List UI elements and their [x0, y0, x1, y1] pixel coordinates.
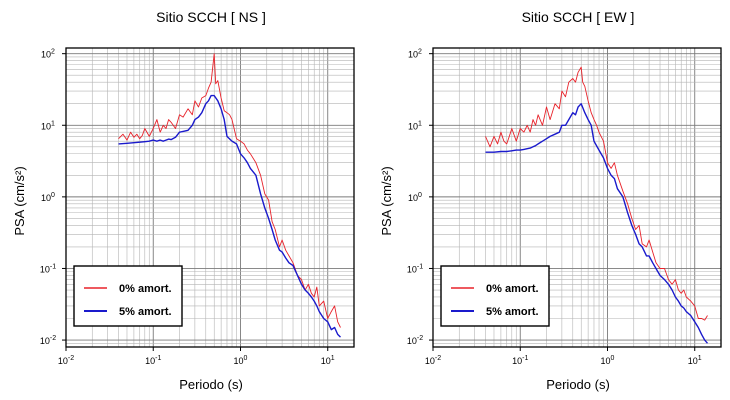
chart-ns-curves [118, 53, 341, 338]
chart-ew-series-undamped [485, 66, 708, 321]
chart-ew-ytick-label: 100 [408, 192, 422, 203]
chart-ns-panel: Sitio SCCH [ NS ] Periodo (s) PSA (cm/s²… [12, 9, 355, 392]
chart-ew-series-damped [485, 103, 709, 344]
chart-ew-xlabel: Periodo (s) [546, 377, 610, 392]
chart-ns-ytick-label: 10-2 [40, 335, 56, 346]
chart-ns-y-ticks: 10-2 10-1 100 101 102 [40, 49, 66, 346]
chart-ew-xtick-label: 10-2 [425, 355, 441, 366]
chart-ew-curves [485, 66, 709, 344]
chart-ns-xtick-label: 100 [234, 355, 248, 366]
chart-ew-ytick-label: 102 [408, 49, 422, 60]
chart-ew-legend-label-1: 5% amort. [486, 306, 539, 318]
chart-ns-legend: 0% amort. 5% amort. [73, 265, 183, 327]
chart-ew-xtick-label: 10-1 [512, 355, 528, 366]
chart-ew-ytick-label: 10-1 [407, 263, 423, 274]
chart-ns-xtick-label: 10-2 [58, 355, 74, 366]
chart-ew-xtick-label: 101 [688, 355, 702, 366]
chart-ns-grid [65, 48, 355, 348]
chart-ns-frame [65, 47, 355, 348]
chart-ns-series-undamped [118, 53, 341, 328]
chart-ns-legend-box [73, 265, 183, 327]
chart-ns-xtick-label: 101 [321, 355, 335, 366]
chart-ew-x-ticks: 10-2 10-1 100 101 [425, 347, 702, 366]
chart-ns-ytick-label: 10-1 [40, 263, 56, 274]
chart-ns-xtick-label: 10-1 [145, 355, 161, 366]
chart-ew-xtick-label: 100 [601, 355, 615, 366]
chart-ns-title: Sitio SCCH [ NS ] [156, 9, 266, 25]
chart-ew-legend-label-0: 0% amort. [486, 283, 539, 295]
chart-ew-ytick-label: 10-2 [407, 335, 423, 346]
chart-ns-ytick-label: 102 [41, 49, 55, 60]
chart-ew-panel: Sitio SCCH [ EW ] Periodo (s) PSA (cm/s²… [379, 9, 722, 392]
chart-ew-grid [432, 48, 722, 348]
chart-ns-legend-label-1: 5% amort. [119, 306, 172, 318]
chart-ew-ytick-label: 101 [408, 120, 422, 131]
chart-ns-ytick-label: 100 [41, 192, 55, 203]
chart-ew-legend: 0% amort. 5% amort. [440, 265, 550, 327]
chart-ns-series-damped [118, 94, 341, 338]
chart-ew-title: Sitio SCCH [ EW ] [522, 9, 635, 25]
chart-ew-y-ticks: 10-2 10-1 100 101 102 [407, 49, 433, 346]
chart-ns-ytick-label: 101 [41, 120, 55, 131]
chart-ew-frame [432, 47, 722, 348]
chart-ew-ylabel: PSA (cm/s²) [379, 166, 394, 235]
chart-ns-x-ticks: 10-2 10-1 100 101 [58, 347, 335, 366]
chart-ew-legend-box [440, 265, 550, 327]
chart-ns-xlabel: Periodo (s) [179, 377, 243, 392]
chart-ns-legend-label-0: 0% amort. [119, 283, 172, 295]
chart-ns-ylabel: PSA (cm/s²) [12, 166, 27, 235]
